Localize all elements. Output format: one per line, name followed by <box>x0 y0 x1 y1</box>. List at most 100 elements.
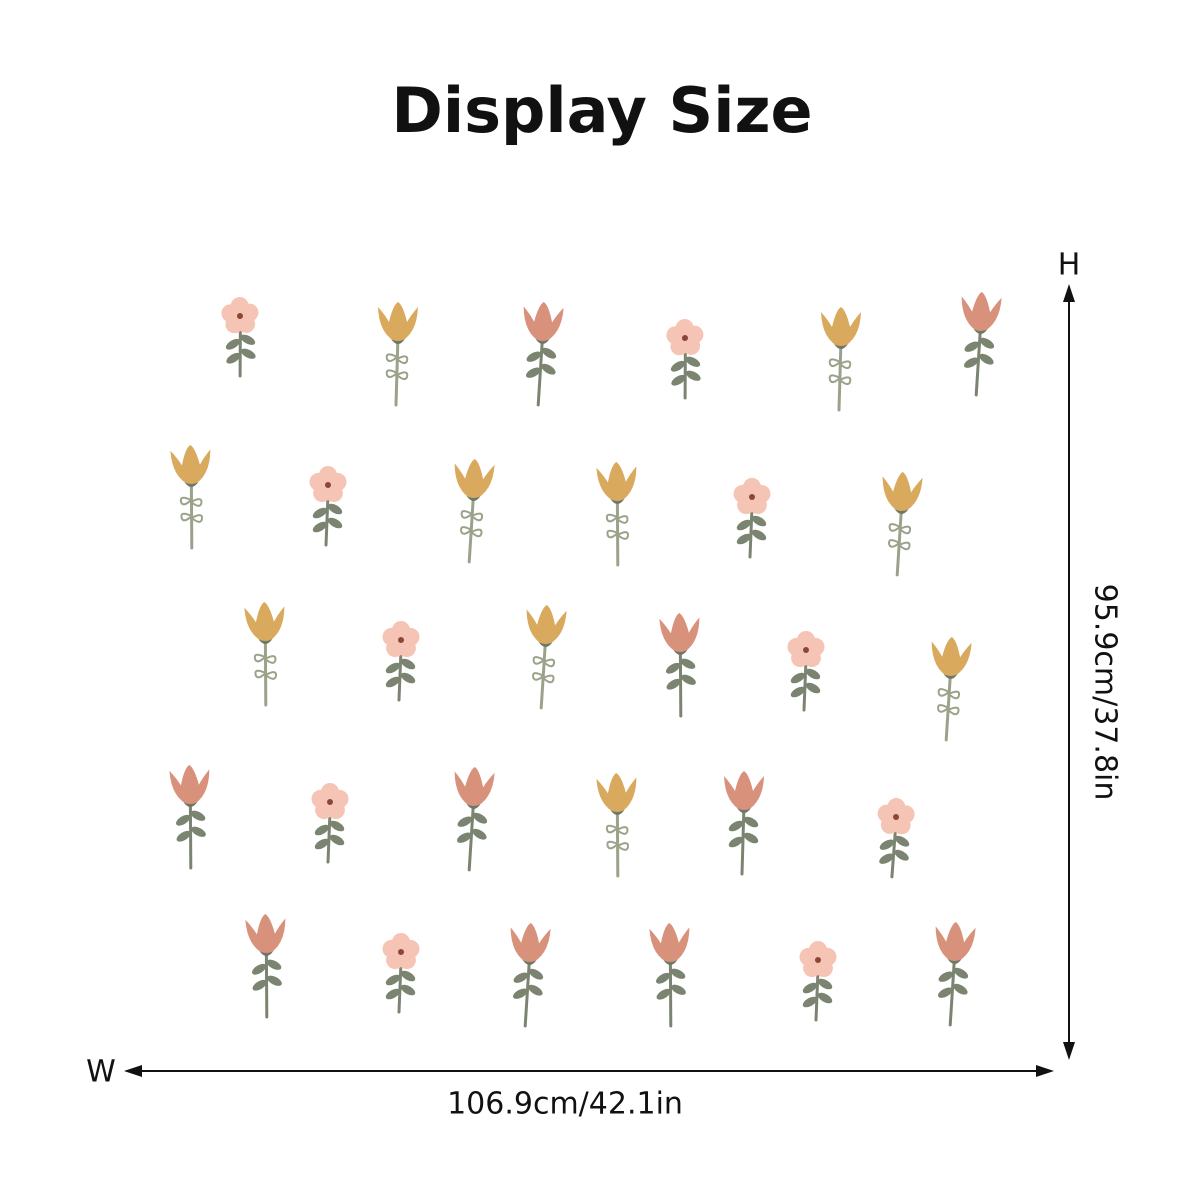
tulip-head <box>378 302 418 343</box>
leaf <box>879 839 895 850</box>
sepal <box>610 498 625 504</box>
width-value: 106.9cm/42.1in <box>447 1087 683 1122</box>
flower <box>877 798 915 879</box>
stem <box>467 490 476 564</box>
leaf <box>252 979 267 991</box>
leaf <box>400 984 416 996</box>
flower <box>378 302 418 407</box>
flower-center <box>749 494 755 500</box>
sepal <box>834 344 848 349</box>
leaf <box>191 826 206 837</box>
leaf <box>240 334 256 345</box>
flower-center <box>893 814 899 820</box>
stem <box>326 810 332 864</box>
stem <box>895 503 904 577</box>
leaf <box>605 824 629 835</box>
flower <box>596 462 637 567</box>
sepal <box>183 801 198 807</box>
leaf <box>532 672 555 684</box>
tulip-head <box>659 613 700 654</box>
leaf <box>312 521 328 533</box>
leaf <box>606 529 630 540</box>
sepal <box>610 809 625 815</box>
leaf <box>606 840 630 851</box>
leaf <box>888 523 912 535</box>
leaf <box>979 337 995 349</box>
flower-center <box>327 799 333 805</box>
leaf <box>685 356 701 367</box>
arrow-head <box>1063 1042 1075 1060</box>
leaf <box>953 983 968 995</box>
flower <box>931 637 972 742</box>
flower <box>523 302 564 407</box>
leaf <box>327 503 343 515</box>
tulip-head <box>523 302 564 343</box>
leaf <box>751 529 767 541</box>
flower <box>659 613 700 718</box>
leaf <box>736 519 752 531</box>
title: Display Size <box>391 74 812 147</box>
sepal <box>522 959 537 965</box>
flower-center <box>682 335 688 341</box>
stem <box>324 493 330 547</box>
arrow-head <box>124 1065 142 1077</box>
tulip-head <box>882 472 923 513</box>
leaf <box>938 971 954 982</box>
petal <box>733 484 752 503</box>
leaf <box>526 367 541 378</box>
leaf <box>541 363 556 375</box>
leaf <box>937 704 960 716</box>
stem <box>683 346 687 400</box>
leaf <box>736 533 752 545</box>
petal <box>382 939 401 958</box>
width-arrow <box>124 1065 1054 1077</box>
petal <box>221 304 240 323</box>
leaf <box>964 341 980 352</box>
leaf <box>790 686 806 698</box>
flower-center <box>237 313 243 319</box>
leaf <box>180 512 204 523</box>
sepal <box>943 673 958 679</box>
stem <box>802 658 808 712</box>
tulip-head <box>245 914 286 955</box>
sepal <box>894 508 909 514</box>
leaf <box>817 992 833 1004</box>
flower <box>733 478 771 559</box>
sepal <box>947 958 962 964</box>
arrow-head <box>1063 284 1075 302</box>
flower <box>935 922 976 1027</box>
height-letter: H <box>1058 248 1081 283</box>
leaf <box>670 360 686 372</box>
leaf <box>528 968 544 980</box>
tulip-head <box>510 923 551 964</box>
leaf <box>385 353 409 365</box>
flower <box>961 292 1002 397</box>
flower-center <box>325 482 331 488</box>
stem <box>397 648 403 702</box>
height-arrow <box>1063 284 1075 1060</box>
stem <box>539 636 548 710</box>
flower <box>382 933 420 1014</box>
flower <box>309 466 347 547</box>
leaf <box>225 338 241 350</box>
flower <box>596 773 637 878</box>
leaf <box>457 816 473 827</box>
sepal <box>184 481 199 487</box>
width-letter: W <box>86 1055 116 1090</box>
stem <box>748 505 754 559</box>
tulip-head <box>961 292 1002 333</box>
stem <box>189 476 194 550</box>
leaf <box>513 988 528 999</box>
leaf <box>190 810 206 821</box>
leaf <box>894 849 909 861</box>
stem <box>615 493 620 567</box>
leaf <box>828 358 852 370</box>
tulip-head <box>244 602 285 643</box>
leaf <box>385 676 401 688</box>
leaf <box>385 988 401 1000</box>
leaf <box>666 662 681 674</box>
leaf <box>666 678 681 690</box>
leaf <box>176 830 191 842</box>
